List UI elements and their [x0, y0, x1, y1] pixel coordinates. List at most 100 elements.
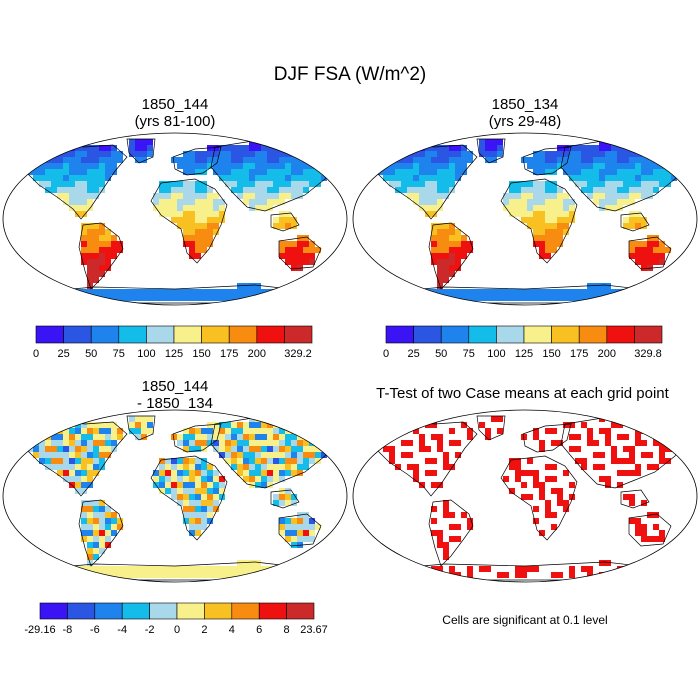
grid-cell [225, 440, 231, 446]
grid-cell [237, 446, 243, 452]
grid-cell [437, 229, 443, 235]
grid-cell [605, 434, 611, 440]
grid-cell [503, 572, 509, 578]
grid-cell [635, 145, 641, 151]
grid-cell [111, 253, 117, 259]
grid-cell [237, 470, 243, 476]
grid-cell [533, 241, 539, 247]
grid-cell [575, 295, 581, 301]
grid-cell [57, 193, 63, 199]
grid-cell [213, 494, 219, 500]
grid-cell [557, 235, 563, 241]
colorbar-box [90, 325, 120, 344]
grid-cell [617, 157, 623, 163]
grid-cell [33, 157, 39, 163]
grid-cell [641, 253, 647, 259]
colorbar-label: 8 [284, 624, 290, 636]
grid-cell [87, 259, 93, 265]
grid-cell [527, 187, 533, 193]
grid-cell [527, 458, 533, 464]
grid-cell [491, 289, 497, 295]
grid-cell [659, 452, 665, 458]
grid-cell [647, 464, 653, 470]
grid-cell [195, 223, 201, 229]
grid-cell [279, 169, 285, 175]
grid-cell [479, 295, 485, 301]
grid-cell [45, 169, 51, 175]
grid-cell [171, 181, 177, 187]
grid-cell [237, 163, 243, 169]
grid-cell [105, 536, 111, 542]
grid-cell [21, 440, 27, 446]
grid-cell [207, 151, 213, 157]
grid-cell [231, 458, 237, 464]
grid-cell [141, 434, 147, 440]
grid-cell [261, 151, 267, 157]
grid-cell [111, 163, 117, 169]
colorbar-label: 125 [165, 348, 183, 360]
coastline-australia [278, 236, 322, 270]
grid-cell [551, 295, 557, 301]
grid-cell [111, 512, 117, 518]
grid-cell [69, 452, 75, 458]
grid-cell [539, 211, 545, 217]
grid-cell [63, 187, 69, 193]
grid-cell [443, 548, 449, 554]
grid-cell [279, 199, 285, 205]
grid-cell [449, 229, 455, 235]
grid-cell [279, 500, 285, 506]
grid-cell [545, 428, 551, 434]
grid-cell [243, 452, 249, 458]
grid-cell [111, 241, 117, 247]
grid-cell [69, 458, 75, 464]
grid-cell [279, 566, 285, 572]
grid-cell [623, 181, 629, 187]
grid-cell [425, 205, 431, 211]
grid-cell [665, 169, 671, 175]
grid-cell [291, 518, 297, 524]
grid-cell [437, 295, 443, 301]
grid-cell [533, 482, 539, 488]
colorbar-label: 6 [256, 624, 262, 636]
grid-cell [75, 488, 81, 494]
grid-cell [279, 241, 285, 247]
grid-cell [99, 145, 105, 151]
grid-cell [509, 199, 515, 205]
grid-cell [455, 175, 461, 181]
grid-cell [315, 422, 321, 428]
grid-cell [443, 289, 449, 295]
grid-cell [647, 259, 653, 265]
grid-cell [33, 452, 39, 458]
grid-cell [255, 452, 261, 458]
grid-cell [237, 187, 243, 193]
grid-cell [279, 139, 285, 145]
grid-cell [75, 572, 81, 578]
grid-cell [171, 193, 177, 199]
grid-cell [243, 464, 249, 470]
grid-cell [183, 181, 189, 187]
grid-cell [449, 440, 455, 446]
grid-cell [87, 187, 93, 193]
grid-cell [635, 259, 641, 265]
grid-cell [219, 452, 225, 458]
grid-cell [605, 476, 611, 482]
grid-cell [461, 253, 467, 259]
grid-cell [117, 524, 123, 530]
grid-cell [279, 446, 285, 452]
grid-cell [93, 151, 99, 157]
grid-cell [297, 566, 303, 572]
grid-cell [623, 151, 629, 157]
grid-cell [81, 295, 87, 301]
grid-cell [309, 253, 315, 259]
grid-cell [261, 446, 267, 452]
grid-cell [69, 169, 75, 175]
grid-cell [87, 554, 93, 560]
grid-cell [419, 440, 425, 446]
grid-cell [431, 295, 437, 301]
grid-cell [539, 488, 545, 494]
grid-cell [111, 235, 117, 241]
grid-cell [39, 446, 45, 452]
grid-cell [491, 139, 497, 145]
grid-cell [617, 199, 623, 205]
grid-cell [437, 536, 443, 542]
